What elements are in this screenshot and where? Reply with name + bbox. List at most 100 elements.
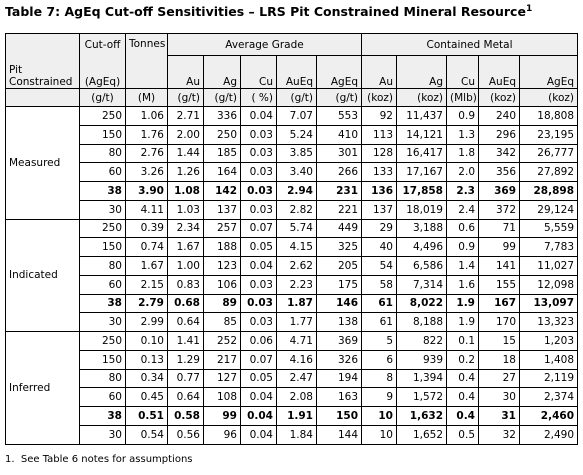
data-cell: 0.56 [167,424,204,445]
data-cell: 2.82 [276,199,317,220]
data-cell: 8,022 [396,293,447,314]
data-cell: 85 [203,312,241,332]
data-row: 80 2.76 1.44 185 0.03 3.85 301 128 16,417 1.8 342 2… [6,143,579,164]
data-cell: 10 [361,424,397,445]
data-cell: 326 [316,349,362,370]
data-cell: 0.9 [446,237,479,257]
data-cell: 0.03 [240,312,277,332]
data-cell: 11,437 [396,106,447,126]
data-cell: 141 [478,256,520,276]
data-cell: 0.10 [125,331,168,351]
tonnes-header: Tonnes [125,33,168,89]
data-cell: 150 [79,124,126,145]
data-cell: 205 [316,256,362,276]
data-cell: 38 [79,406,126,426]
data-cell: 296 [478,124,520,145]
data-cell: 0.13 [125,349,168,370]
data-cell: 23,195 [518,124,579,145]
data-row: 150 1.76 2.00 250 0.03 5.24 410 113 14,121 1.3 296… [6,124,579,145]
data-cell: 15 [478,331,520,351]
data-cell: 12,098 [518,274,579,295]
data-cell: 1.9 [446,293,479,314]
data-cell: 369 [478,181,520,201]
data-cell: 8 [361,368,397,389]
data-cell: 54 [361,256,397,276]
data-cell: 185 [203,143,241,164]
unit-header: (koz) [396,88,447,107]
data-cell: 7,783 [518,237,579,257]
data-cell: 128 [361,143,397,164]
data-cell: 1.00 [167,256,204,276]
data-cell: 146 [316,293,362,314]
data-cell: 96 [203,424,241,445]
metal-column-header: Ag [396,55,447,89]
data-cell: 38 [79,181,126,201]
data-cell: 4.71 [276,331,317,351]
title-superscript: 1 [525,4,533,14]
data-cell: 150 [79,349,126,370]
grade-column-header: Au [167,55,204,89]
data-cell: 2,119 [518,368,579,389]
data-row: 150 0.13 1.29 217 0.07 4.16 326 6 939 0.2 18 1,408 [6,349,579,370]
data-row: 30 4.11 1.03 137 0.03 2.82 221 137 18,019 2.4 372 2… [6,199,579,220]
data-cell: 92 [361,106,397,126]
data-cell: 3.26 [125,162,168,182]
data-cell: 137 [361,199,397,220]
cut-off-basis: (AgEq) [79,55,126,89]
group-body: Measured 250 1.06 2.71 336 0.04 7.07 553 92 11,43… [5,106,579,220]
data-row: 80 0.34 0.77 127 0.05 2.47 194 8 1,394 0.4 27 2,119 [6,368,579,389]
data-cell: 0.04 [240,106,277,126]
group-body: Inferred 250 0.10 1.41 252 0.06 4.71 369 5 822 0.1… [5,331,579,445]
pit-constrained-header: Pit Constrained [5,33,80,89]
data-cell: 1.26 [167,162,204,182]
data-cell: 16,417 [396,143,447,164]
data-cell: 1,394 [396,368,447,389]
data-cell: 188 [203,237,241,257]
data-cell: 822 [396,331,447,351]
data-cell: 0.07 [240,218,277,239]
data-cell: 13,097 [518,293,579,314]
unit-header: (M) [125,88,168,107]
data-cell: 2,460 [518,406,579,426]
data-cell: 163 [316,387,362,407]
data-cell: 1.29 [167,349,204,370]
unit-header: (g/t) [79,88,126,107]
data-cell: 372 [478,199,520,220]
data-cell: 250 [79,331,126,351]
data-cell: 61 [361,312,397,332]
data-cell: 31 [478,406,520,426]
data-cell: 99 [478,237,520,257]
data-cell: 123 [203,256,241,276]
metal-column-header: Au [361,55,397,89]
data-cell: 0.2 [446,349,479,370]
data-cell: 99 [203,406,241,426]
unit-header: (Mlb) [446,88,479,107]
data-cell: 0.03 [240,293,277,314]
data-cell: 167 [478,293,520,314]
data-cell: 136 [361,181,397,201]
data-cell: 28,898 [518,181,579,201]
contained-metal-header: Contained Metal [360,33,579,56]
data-cell: 26,777 [518,143,579,164]
data-cell: 18 [478,349,520,370]
unit-header: (g/t) [316,88,362,107]
data-cell: 175 [316,274,362,295]
data-row: 80 1.67 1.00 123 0.04 2.62 205 54 6,586 1.4 141 11,… [6,256,579,276]
data-row: 30 2.99 0.64 85 0.03 1.77 138 61 8,188 1.9 170 13,3… [6,312,579,332]
metal-column-header: AuEq [478,55,520,89]
data-cell: 17,167 [396,162,447,182]
data-cell: 6 [361,349,397,370]
data-cell: 3.85 [276,143,317,164]
data-cell: 0.04 [240,387,277,407]
data-cell: 0.04 [240,406,277,426]
data-cell: 2.15 [125,274,168,295]
data-cell: 38 [79,293,126,314]
data-row: Indicated 250 0.39 2.34 257 0.07 5.74 449 29 3,18… [5,218,579,332]
unit-header: ( %) [240,88,277,107]
data-cell: 10 [361,406,397,426]
data-cell: 32 [478,424,520,445]
data-cell: 1,408 [518,349,579,370]
data-row: 30 0.54 0.56 96 0.04 1.84 144 10 1,652 0.5 32 2,490 [6,424,579,445]
data-cell: 5,559 [518,218,579,239]
data-cell: 1,632 [396,406,447,426]
